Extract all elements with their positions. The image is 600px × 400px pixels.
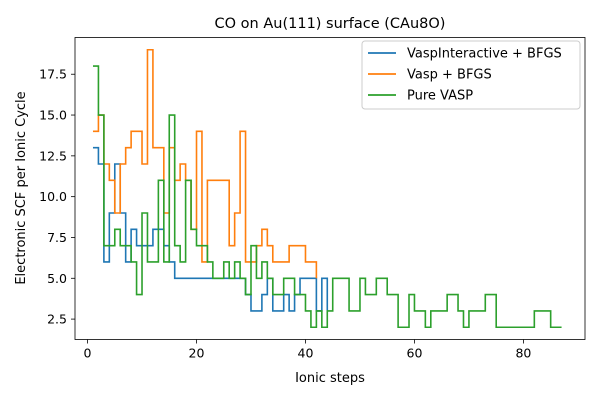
x-axis-label: Ionic steps bbox=[295, 371, 365, 386]
x-tick-label: 60 bbox=[407, 346, 423, 361]
legend-label-vaspinteractive-bfgs: VaspInteractive + BFGS bbox=[407, 47, 562, 62]
y-axis-ticks: 2.5 5.0 7.5 10.0 12.5 15.0 17.5 bbox=[39, 67, 75, 327]
plot-lines bbox=[92, 48, 562, 329]
series-line-pure-vasp bbox=[92, 65, 562, 329]
x-tick-label: 40 bbox=[298, 346, 314, 361]
y-tick-label: 10.0 bbox=[39, 189, 67, 204]
x-tick-label: 0 bbox=[84, 346, 92, 361]
y-tick-label: 7.5 bbox=[47, 230, 67, 245]
series-line-vaspinteractive-bfgs bbox=[92, 146, 329, 312]
y-tick-label: 15.0 bbox=[39, 108, 67, 123]
legend: VaspInteractive + BFGS Vasp + BFGS Pure VA… bbox=[361, 40, 581, 110]
y-tick-label: 17.5 bbox=[39, 67, 67, 82]
y-tick-label: 2.5 bbox=[47, 312, 67, 327]
x-axis-ticks: 0 20 40 60 80 bbox=[84, 339, 531, 361]
legend-box bbox=[361, 40, 581, 110]
plot-frame bbox=[74, 37, 586, 340]
y-tick-label: 5.0 bbox=[47, 271, 67, 286]
legend-label-vasp-bfgs: Vasp + BFGS bbox=[407, 68, 492, 83]
legend-label-pure-vasp: Pure VASP bbox=[407, 89, 473, 104]
series-line-vasp-bfgs bbox=[92, 48, 318, 279]
y-axis-label: Electronic SCF per Ionic Cycle bbox=[14, 91, 29, 284]
x-tick-label: 20 bbox=[189, 346, 205, 361]
chart-title: CO on Au(111) surface (CAu8O) bbox=[215, 16, 446, 32]
x-tick-label: 80 bbox=[515, 346, 531, 361]
y-tick-label: 12.5 bbox=[39, 148, 67, 163]
